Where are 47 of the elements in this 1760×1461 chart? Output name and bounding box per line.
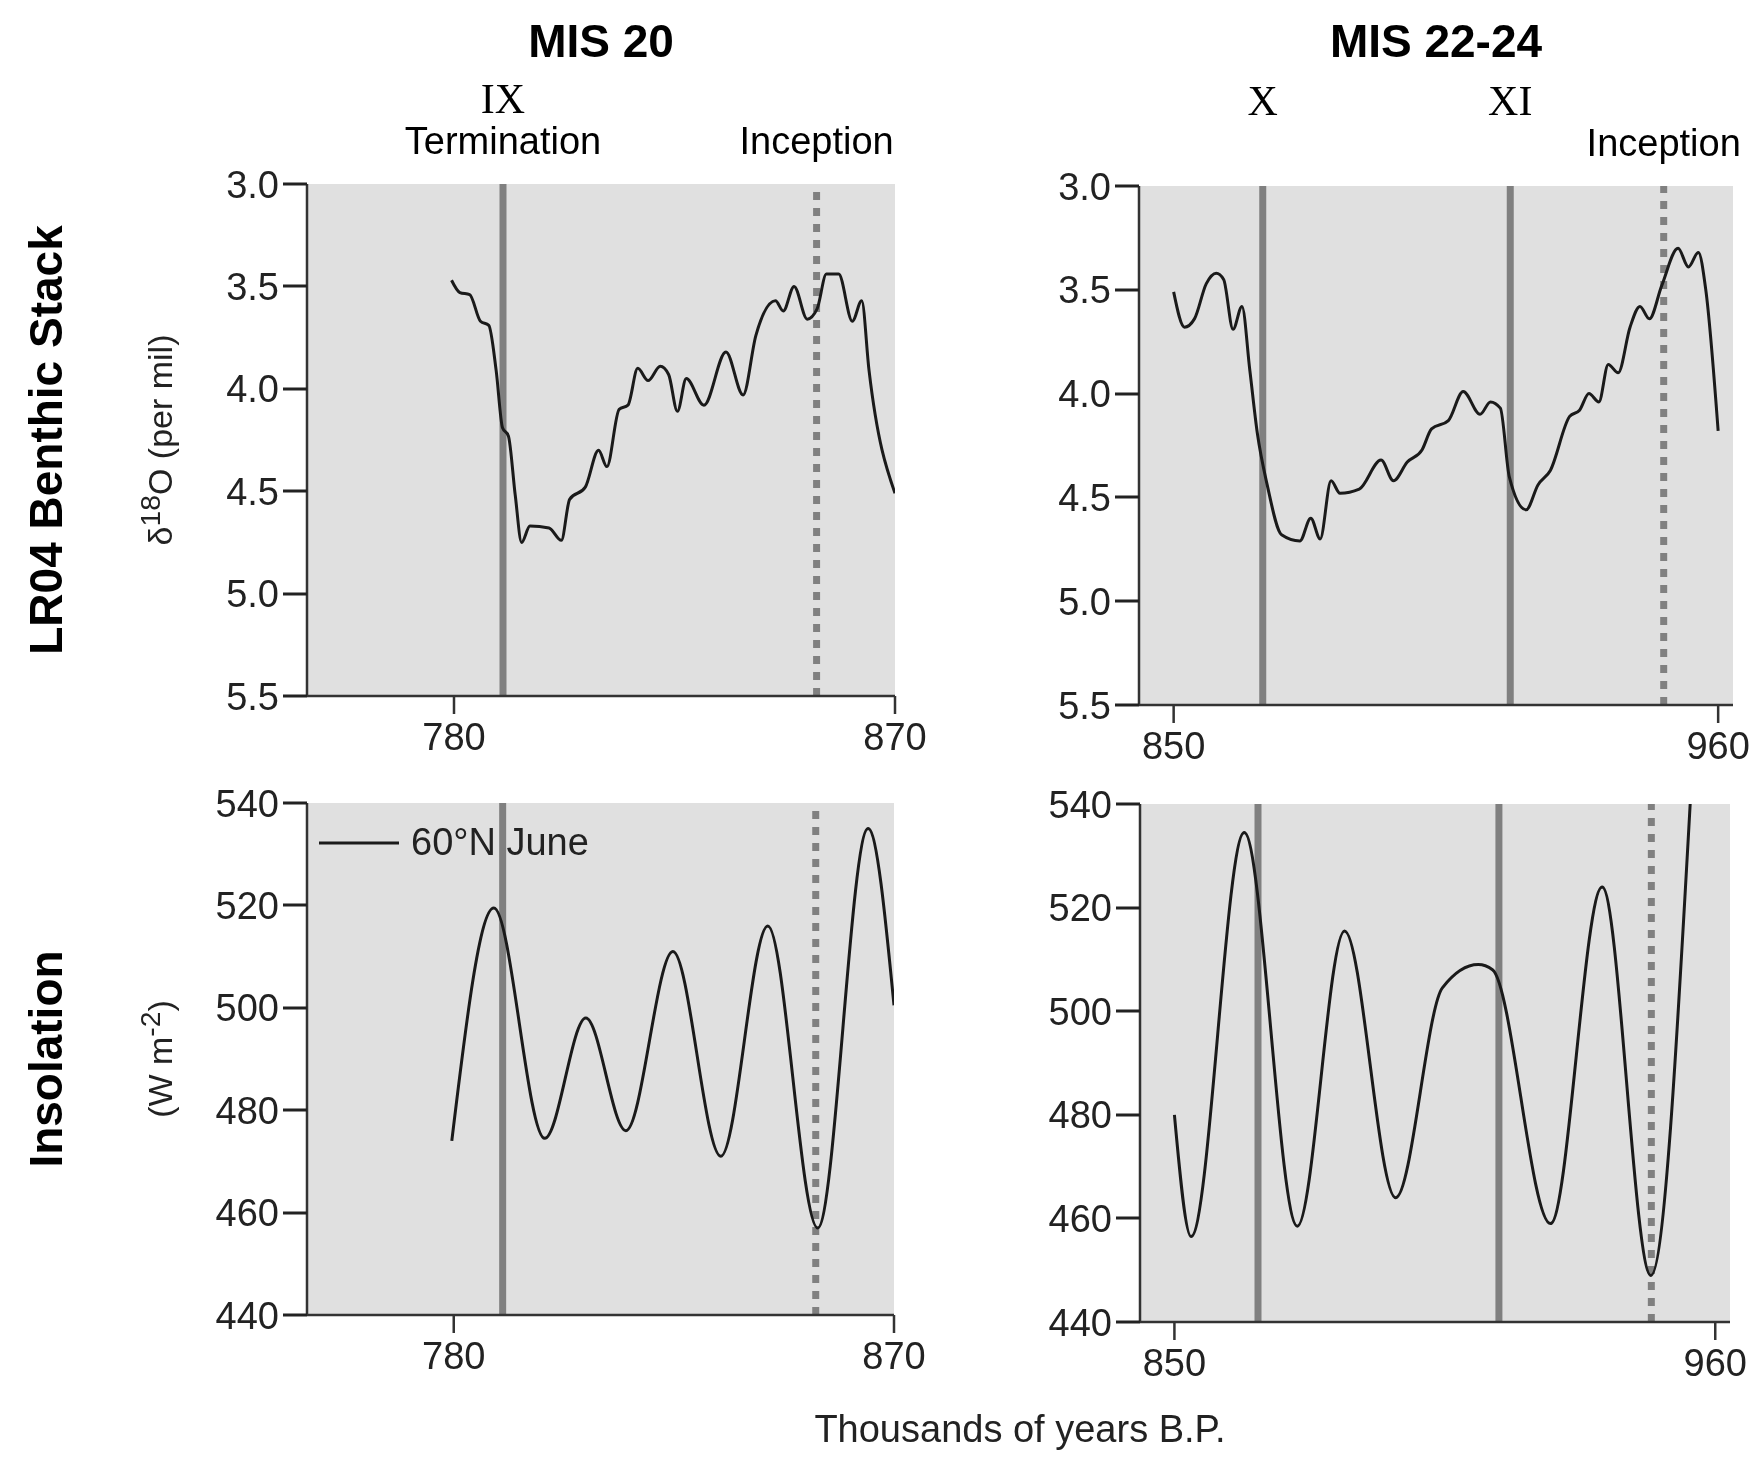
x-tick-label: 850 bbox=[1142, 1342, 1207, 1385]
y-tick-label: 480 bbox=[1048, 1094, 1112, 1137]
ref-line-label: XI bbox=[1488, 78, 1533, 124]
y-tick-label: 4.0 bbox=[226, 368, 279, 411]
y-tick-label: 500 bbox=[1048, 990, 1112, 1033]
x-axis-title: Thousands of years B.P. bbox=[814, 1408, 1226, 1451]
y-tick-label: 5.5 bbox=[226, 675, 279, 718]
y-tick-label: 440 bbox=[1048, 1301, 1112, 1344]
text: LR04 Benthic Stack bbox=[19, 225, 73, 655]
text: Insolation bbox=[19, 950, 73, 1168]
y-tick-label: 460 bbox=[1048, 1198, 1112, 1241]
y-tick-label: 480 bbox=[215, 1089, 279, 1132]
y-tick-label: 4.5 bbox=[226, 470, 279, 513]
annotation: Inception bbox=[1586, 122, 1741, 164]
chart-title: MIS 22-24 bbox=[1329, 14, 1543, 68]
x-tick-label: 870 bbox=[862, 1335, 926, 1378]
y-tick-label: 520 bbox=[1048, 887, 1112, 930]
line-series bbox=[450, 272, 895, 544]
annotation: Inception bbox=[739, 120, 894, 162]
y-tick-label: 4.5 bbox=[1058, 477, 1111, 520]
y-tick-label: 3.0 bbox=[1058, 165, 1111, 208]
y-tick-label: 5.0 bbox=[226, 573, 279, 616]
line-series bbox=[1172, 804, 1692, 1277]
y-tick-label: 4.0 bbox=[1058, 373, 1111, 416]
x-tick-label: 960 bbox=[1686, 725, 1750, 768]
y-tick-label: 5.0 bbox=[1058, 580, 1111, 623]
line-series bbox=[1172, 246, 1720, 543]
chart-title: MIS 20 bbox=[528, 14, 674, 68]
x-tick-label: 850 bbox=[1141, 725, 1206, 768]
y-tick-label: 540 bbox=[1048, 783, 1112, 826]
ref-line-label: X bbox=[1247, 78, 1278, 124]
y-tick-label: 520 bbox=[215, 885, 279, 928]
x-tick-label: 780 bbox=[422, 1335, 486, 1378]
y-tick-label: 460 bbox=[215, 1192, 279, 1235]
y-tick-label: 5.5 bbox=[1058, 684, 1111, 727]
x-tick-label: 960 bbox=[1683, 1342, 1747, 1385]
y-tick-label: 3.5 bbox=[226, 266, 279, 309]
annotation: Termination bbox=[404, 120, 602, 162]
x-tick-label: 870 bbox=[863, 716, 927, 759]
y-tick-label: 3.5 bbox=[1058, 269, 1111, 312]
y-tick-label: 3.0 bbox=[226, 163, 279, 206]
y-tick-label: 440 bbox=[215, 1294, 279, 1337]
y-tick-label: 500 bbox=[215, 987, 279, 1030]
ref-line-label: IX bbox=[480, 76, 526, 122]
legend-label: 60°N June bbox=[411, 821, 589, 864]
y-tick-label: 540 bbox=[215, 782, 279, 825]
x-tick-label: 780 bbox=[422, 716, 486, 759]
